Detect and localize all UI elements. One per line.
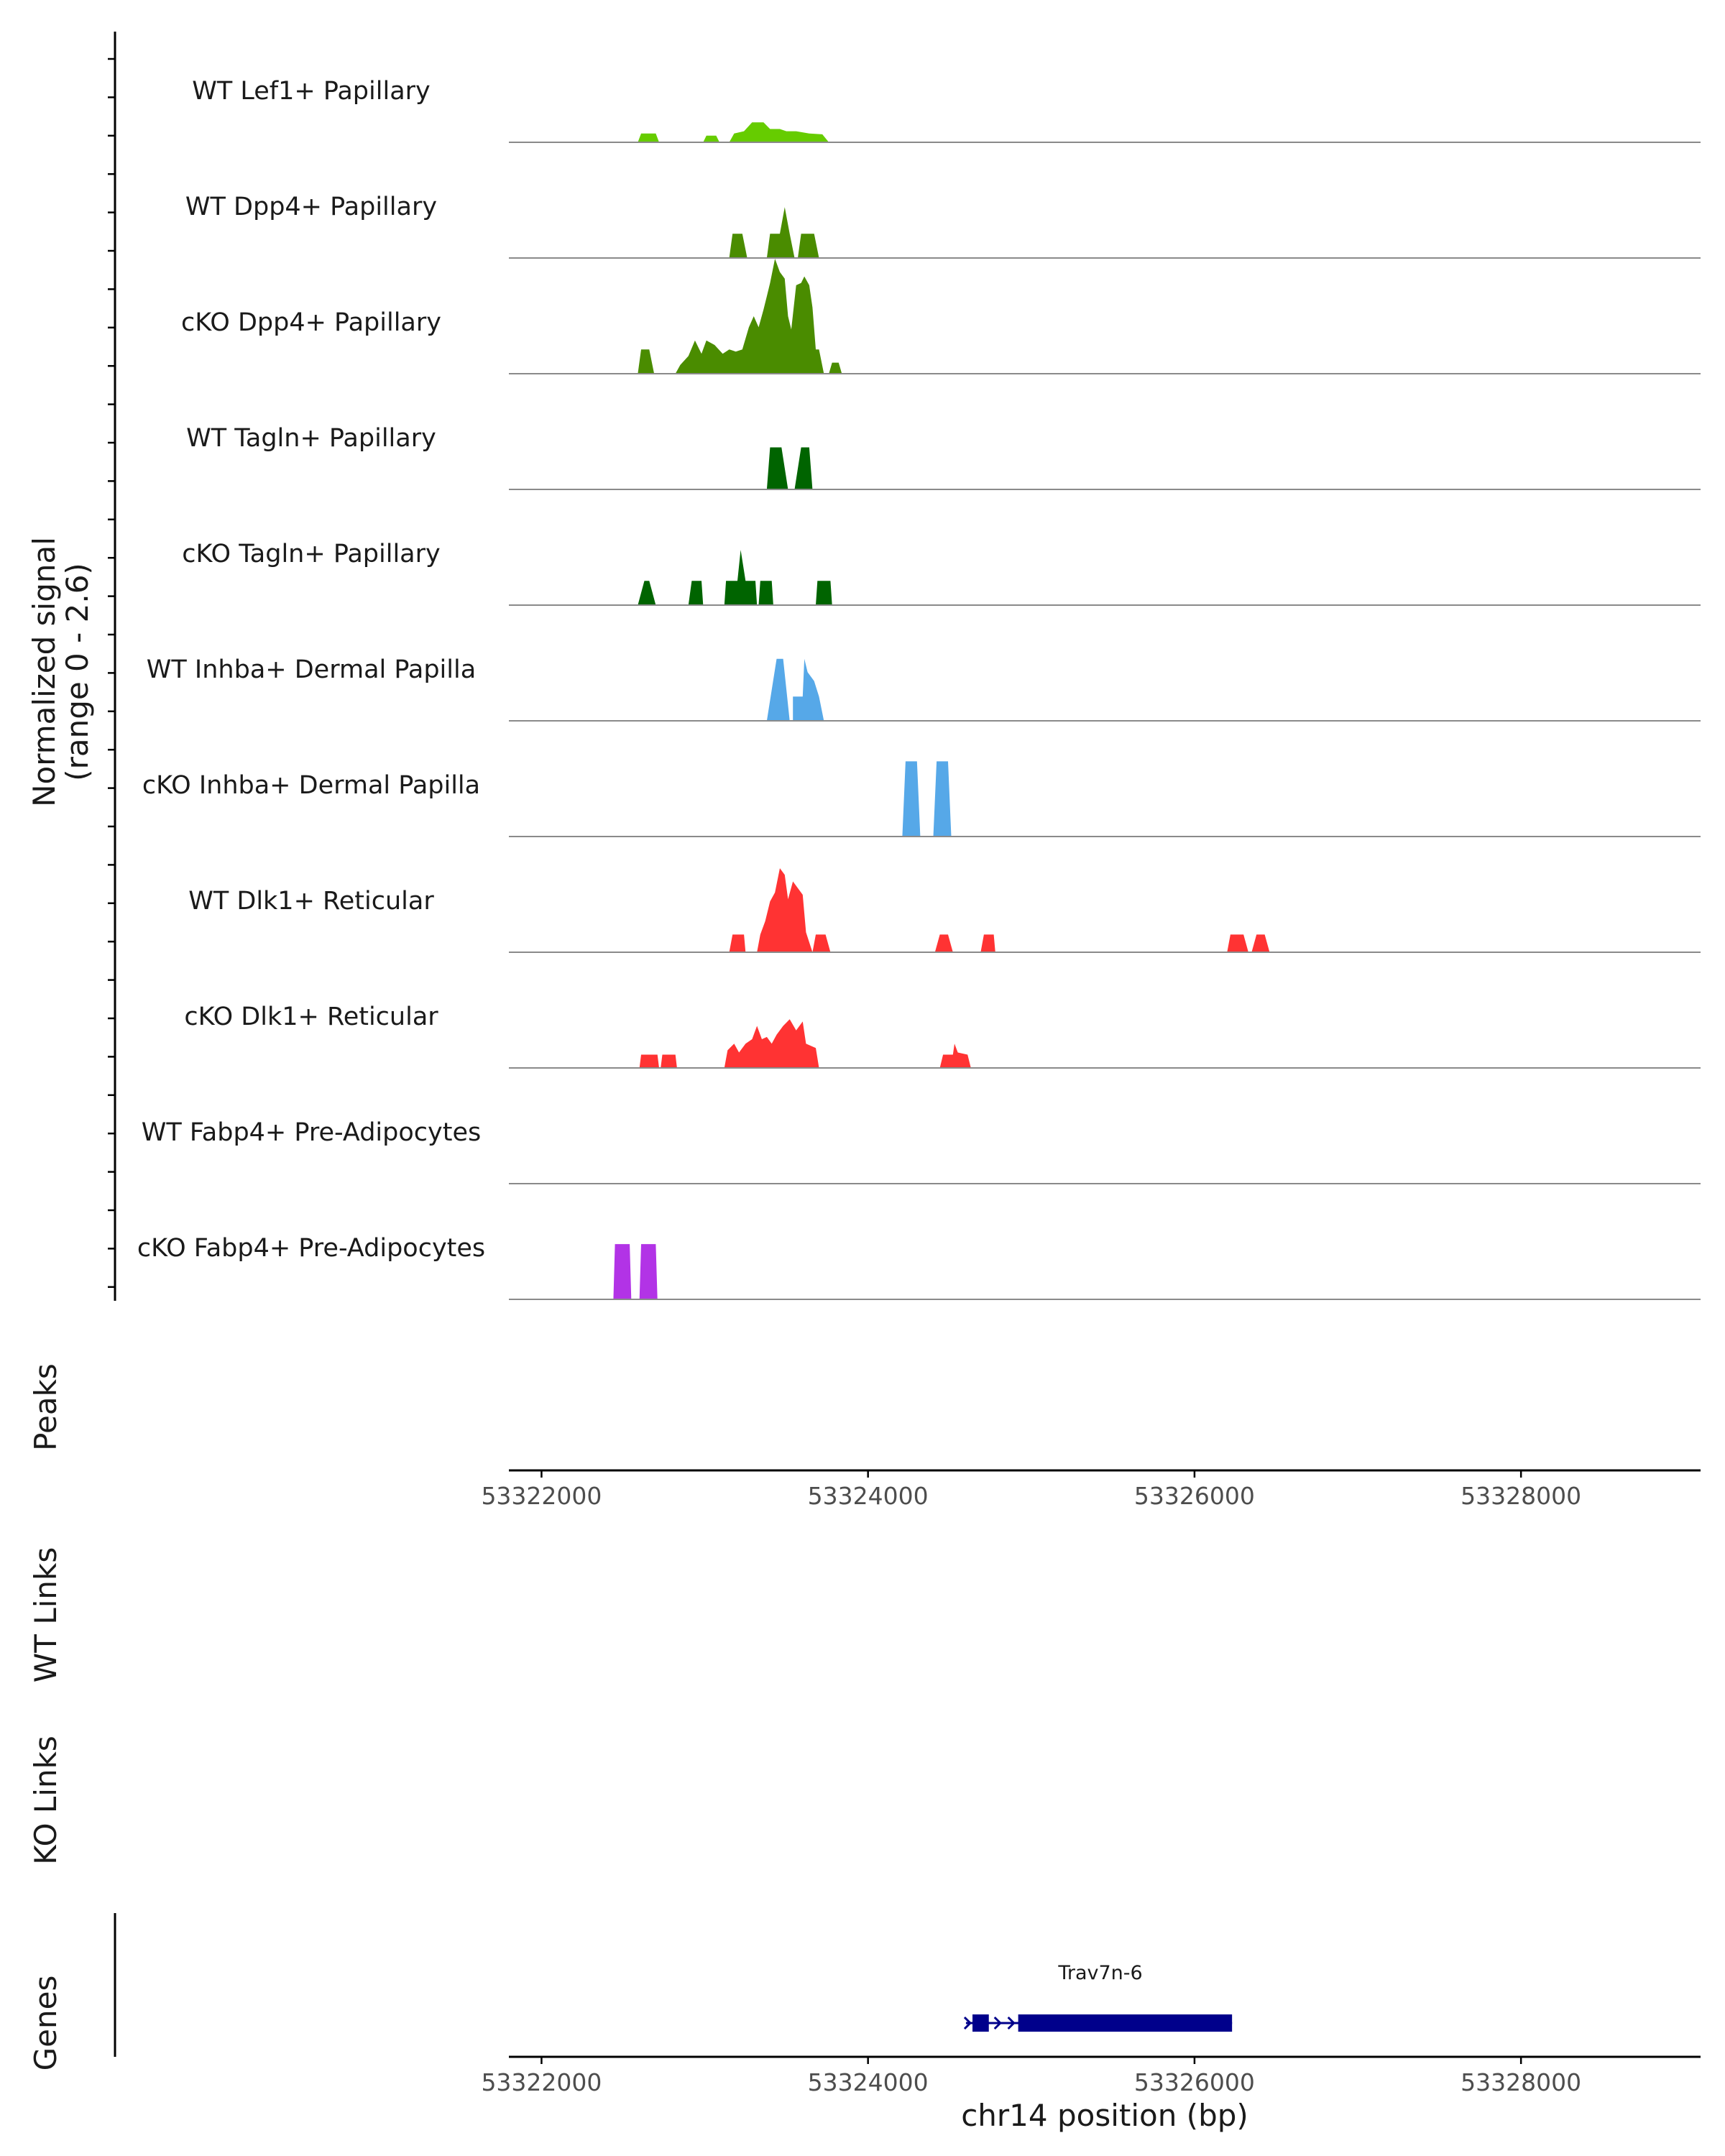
gene: Trav7n-6: [963, 1962, 1233, 2032]
coverage-area: [638, 259, 842, 374]
track: WT Fabp4+ Pre-Adipocytes: [142, 1118, 1701, 1184]
peaks-panel-label: Peaks: [28, 1363, 63, 1451]
coverage-area: [902, 761, 952, 837]
track-label: WT Dlk1+ Reticular: [188, 887, 434, 916]
track-label: cKO Fabp4+ Pre-Adipocytes: [137, 1234, 485, 1263]
coverage-y-axis-ticks: [108, 57, 115, 1289]
track-label: cKO Tagln+ Papillary: [182, 540, 441, 568]
gene-exon: [1018, 2014, 1233, 2032]
genes-panel-label: Genes: [28, 1976, 63, 2071]
track-label: WT Fabp4+ Pre-Adipocytes: [142, 1118, 481, 1147]
x-axis-title: chr14 position (bp): [961, 2098, 1248, 2133]
strand-arrow: [963, 2016, 972, 2030]
gene-exon: [972, 2014, 989, 2032]
coverage-area: [638, 122, 829, 142]
coverage-area: [638, 550, 832, 605]
track: WT Lef1+ Papillary: [192, 77, 1701, 143]
track-label: WT Tagln+ Papillary: [186, 424, 436, 453]
track-label: cKO Dlk1+ Reticular: [184, 1003, 438, 1031]
track: WT Tagln+ Papillary: [186, 424, 1701, 490]
wt-links-panel-label: WT Links: [28, 1547, 63, 1682]
track-label: WT Lef1+ Papillary: [192, 77, 431, 106]
track-label: cKO Dpp4+ Papillary: [181, 308, 441, 337]
gene-annotations: Trav7n-6: [963, 1962, 1233, 2032]
coverage-area: [639, 1019, 971, 1068]
track: WT Inhba+ Dermal Papilla: [147, 655, 1701, 722]
coverage-area: [729, 207, 819, 258]
track: cKO Dpp4+ Papillary: [181, 259, 1701, 374]
track: cKO Tagln+ Papillary: [182, 540, 1701, 606]
genes-x-axis-ticks: 53322000 53324000 53326000 53328000: [481, 2057, 1581, 2096]
peaks-x-axis-ticks: 53322000 53324000 53326000 53328000: [481, 1470, 1581, 1510]
y-axis-title-line2: (range 0 - 2.6): [60, 563, 95, 781]
x-tick-label: 53328000: [1460, 2068, 1581, 2096]
track: cKO Dlk1+ Reticular: [184, 1003, 1701, 1069]
y-axis-title-line1: Normalized signal: [27, 537, 62, 807]
x-tick-label: 53326000: [1134, 2068, 1255, 2096]
coverage-tracks: WT Lef1+ Papillary WT Dpp4+ Papillary cKO …: [137, 77, 1701, 1300]
track: WT Dpp4+ Papillary: [185, 193, 1701, 259]
strand-arrow: [993, 2016, 1002, 2030]
coverage-area: [766, 447, 813, 489]
gene-label: Trav7n-6: [1057, 1962, 1142, 1984]
x-tick-label: 53324000: [808, 2068, 929, 2096]
coverage-area: [729, 868, 1270, 952]
y-axis-title: Normalized signal (range 0 - 2.6): [27, 537, 95, 807]
x-tick-label: 53324000: [808, 1482, 929, 1510]
coverage-area: [613, 1244, 658, 1299]
track-label: WT Inhba+ Dermal Papilla: [147, 655, 476, 684]
coverage-area: [766, 658, 824, 721]
track: cKO Fabp4+ Pre-Adipocytes: [137, 1234, 1701, 1300]
track: cKO Inhba+ Dermal Papilla: [142, 761, 1701, 837]
x-tick-label: 53328000: [1460, 1482, 1581, 1510]
strand-arrow: [1007, 2016, 1016, 2030]
x-tick-label: 53322000: [481, 1482, 602, 1510]
track-label: WT Dpp4+ Papillary: [185, 193, 437, 221]
ko-links-panel-label: KO Links: [28, 1736, 63, 1865]
track-label: cKO Inhba+ Dermal Papilla: [142, 771, 480, 800]
x-tick-label: 53322000: [481, 2068, 602, 2096]
track: WT Dlk1+ Reticular: [188, 868, 1701, 953]
x-tick-label: 53326000: [1134, 1482, 1255, 1510]
